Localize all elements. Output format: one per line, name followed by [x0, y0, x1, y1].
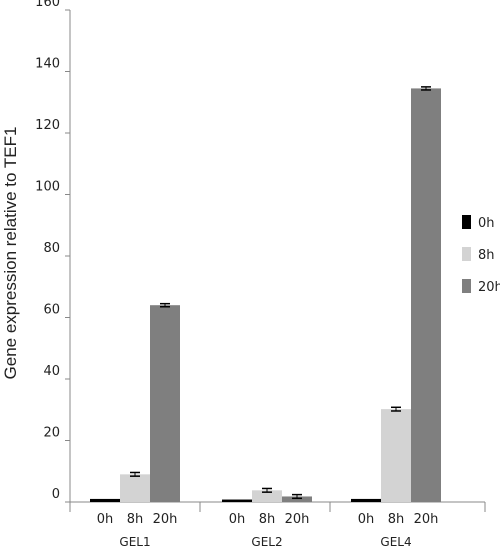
x-category-label: 0h — [358, 512, 375, 527]
x-group-label-gel2: GEL2 — [251, 535, 282, 549]
x-category-label: 20h — [153, 512, 178, 527]
x-group-label-gel1: GEL1 — [119, 535, 150, 549]
x-category-label: 8h — [127, 512, 144, 527]
y-tick-label: 60 — [43, 303, 60, 318]
legend-swatch-0h — [462, 215, 471, 229]
y-tick-label: 140 — [35, 57, 60, 72]
legend: 0h 8h 20h — [462, 215, 500, 295]
y-tick-label: 80 — [43, 241, 60, 256]
x-category-label: 8h — [259, 512, 276, 527]
legend-label-8h: 8h — [478, 248, 495, 263]
y-axis-label: Gene expression relative to TEF1 — [1, 127, 20, 380]
legend-label-20h: 20h — [478, 280, 500, 295]
y-tick-label: 120 — [35, 118, 60, 133]
bar-gel1-0h — [90, 498, 120, 502]
bar-gel4-20h — [411, 88, 441, 502]
bar-gel1-8h — [120, 474, 150, 502]
y-tick-label: 0 — [52, 487, 60, 502]
legend-swatch-8h — [462, 247, 471, 261]
bar-gel4-0h — [351, 498, 381, 502]
bar-gel1-20h — [150, 305, 180, 502]
x-group-label-gel4: GEL4 — [380, 535, 411, 549]
x-category-label: 20h — [285, 512, 310, 527]
bar-gel2-0h — [222, 499, 252, 502]
y-tick-label: 100 — [35, 180, 60, 195]
legend-label-0h: 0h — [478, 216, 495, 231]
legend-swatch-20h — [462, 279, 471, 293]
x-category-label: 8h — [388, 512, 405, 527]
bar-gel2-20h — [282, 496, 312, 502]
bar-gel4-8h — [381, 409, 411, 502]
y-tick-label: 20 — [43, 426, 60, 441]
x-category-label: 20h — [414, 512, 439, 527]
bar-gel2-8h — [252, 490, 282, 502]
y-tick-label: 160 — [35, 0, 60, 10]
x-category-label: 0h — [97, 512, 114, 527]
x-category-label: 0h — [229, 512, 246, 527]
y-tick-label: 40 — [43, 364, 60, 379]
